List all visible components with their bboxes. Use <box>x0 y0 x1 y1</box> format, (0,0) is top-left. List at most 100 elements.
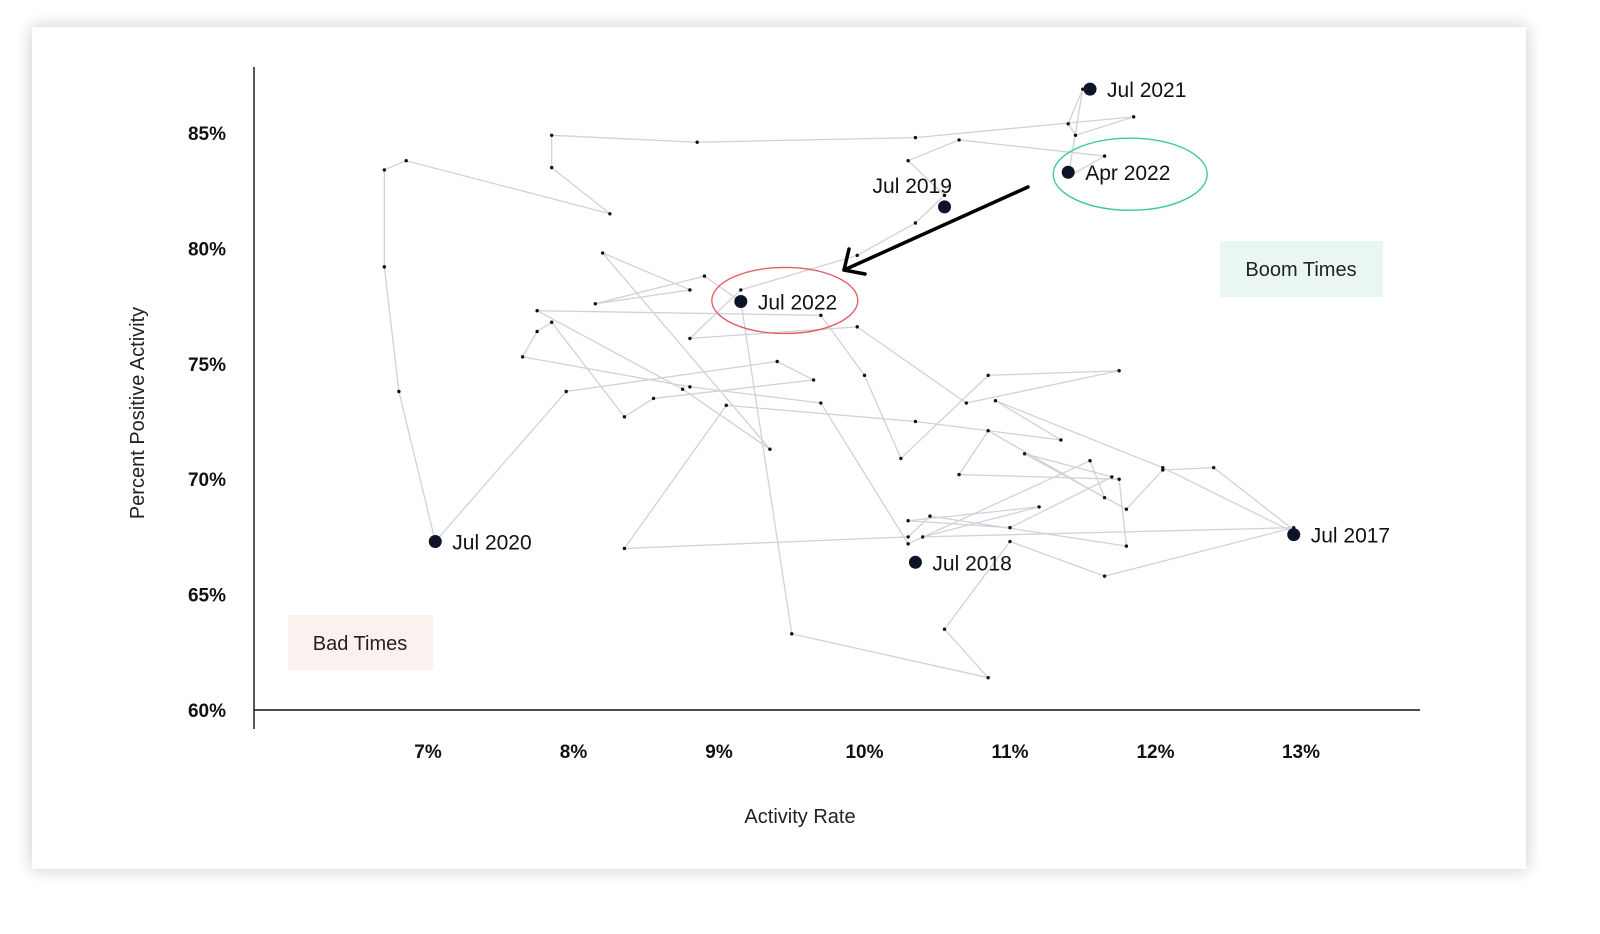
x-tick-label: 13% <box>1282 742 1320 763</box>
trajectory-segment <box>522 356 691 388</box>
trajectory-segment <box>944 541 1011 630</box>
boom-times-label: Boom Times <box>1245 259 1356 281</box>
trajectory-segment <box>958 430 989 475</box>
trend-arrow-shaft <box>842 185 1030 272</box>
trajectory-point <box>622 415 627 419</box>
trajectory-point <box>1008 525 1012 530</box>
trajectory-segment <box>1125 469 1164 510</box>
trajectory-point <box>855 253 859 258</box>
x-tick-label: 12% <box>1136 742 1174 763</box>
trajectory-point <box>790 632 794 636</box>
trajectory-segment <box>623 404 727 549</box>
trajectory-point <box>906 535 910 539</box>
y-tick-label: 70% <box>188 470 226 491</box>
trajectory-point <box>382 265 387 269</box>
trajectory-segment <box>1009 540 1105 577</box>
y-tick-label: 60% <box>188 701 226 722</box>
highlight-point-label: Jul 2020 <box>452 532 531 555</box>
y-tick-label: 80% <box>188 239 226 260</box>
trajectory-segment <box>1067 88 1084 125</box>
trajectory-segment <box>987 430 1105 499</box>
highlight-point <box>1287 528 1301 542</box>
highlight-point-label: Jul 2021 <box>1107 79 1186 102</box>
trajectory-segment <box>689 386 821 404</box>
highlight-layer: Jul 2021 Apr 2022 Jul 2019 Jul 2022 Jul 2020… <box>428 79 1390 575</box>
trajectory-segment <box>653 379 814 400</box>
scatter-chart: Boom Times Bad Times 7% 8% 9% 10% 11% 12% 13% 60… <box>127 67 1420 828</box>
trajectory-point <box>957 472 961 477</box>
trajectory-point <box>811 378 816 382</box>
trajectory-point <box>520 355 525 359</box>
trajectory-segment <box>1067 123 1077 136</box>
trajectory-segment <box>398 391 436 542</box>
trajectory-segment <box>907 460 1091 545</box>
region-layer: Boom Times Bad Times <box>288 241 1383 670</box>
trajectory-segment <box>856 222 916 256</box>
trajectory-segment <box>522 331 538 358</box>
trajectory-point <box>986 675 990 680</box>
trajectory-point <box>549 165 554 170</box>
trajectory-segment <box>820 402 909 545</box>
highlight-point-label: Jul 2022 <box>758 291 837 314</box>
trajectory-point <box>986 373 990 378</box>
trajectory-point <box>1131 115 1136 119</box>
trajectory-point <box>913 135 918 140</box>
trajectory-segment <box>1104 527 1294 577</box>
trajectory-segment <box>602 252 771 450</box>
x-axis-title: Activity Rate <box>744 806 855 828</box>
y-tick-label: 65% <box>188 586 226 607</box>
trajectory-segment <box>595 275 705 305</box>
trajectory-point <box>1102 154 1107 158</box>
trajectory-point <box>688 288 692 292</box>
trajectory-segment <box>1162 467 1295 533</box>
axis-layer <box>253 67 1420 729</box>
trajectory-segment <box>915 116 1134 139</box>
chart-card: Boom Times Bad Times 7% 8% 9% 10% 11% 12% 13% 60… <box>32 27 1526 869</box>
trajectory-point <box>600 251 605 255</box>
highlight-point <box>938 200 952 214</box>
trajectory-point <box>819 313 823 318</box>
trajectory-point <box>1212 465 1216 470</box>
trajectory-point <box>1008 539 1012 544</box>
trajectory-point <box>549 133 554 138</box>
highlight-point-label: Jul 2017 <box>1311 525 1390 548</box>
trajectory-segment <box>959 139 1105 157</box>
trajectory-segment <box>624 536 909 550</box>
highlight-point-label: Apr 2022 <box>1085 162 1170 185</box>
trajectory-segment <box>995 400 1062 441</box>
trajectory-point <box>768 447 772 451</box>
trajectory-point <box>899 456 903 461</box>
trajectory-segment <box>740 254 858 291</box>
trajectory-point <box>564 389 568 394</box>
trajectory-point <box>397 389 401 394</box>
trajectory-point <box>957 138 961 142</box>
trajectory-segment <box>959 473 1120 480</box>
trajectory-point <box>695 140 699 144</box>
trajectory-segment <box>551 167 611 215</box>
x-tick-label: 9% <box>705 742 733 763</box>
highlight-point-label: Jul 2019 <box>873 175 952 198</box>
trajectory-point <box>1117 369 1121 373</box>
trajectory-segment <box>863 375 902 459</box>
trajectory-segment <box>1067 89 1084 177</box>
trajectory-point <box>688 385 692 389</box>
trajectory-segment <box>384 160 407 171</box>
trajectory-segment <box>383 266 400 392</box>
trajectory-segment <box>1213 467 1295 531</box>
highlight-circle-green <box>1052 137 1208 211</box>
trajectory-point <box>1117 477 1121 481</box>
trajectory-point <box>1073 133 1078 138</box>
trajectory-point <box>921 535 925 539</box>
trajectory-segment <box>434 391 567 542</box>
trajectory-point <box>1022 452 1027 456</box>
trajectory-point <box>1110 475 1114 479</box>
x-tick-label: 7% <box>414 742 442 763</box>
highlight-circle-red <box>711 266 859 335</box>
trajectory-segment <box>907 515 931 538</box>
trajectory-point <box>739 288 743 292</box>
trajectory-point <box>608 212 612 216</box>
trajectory-segment <box>988 370 1120 376</box>
trajectory-segment <box>536 310 683 390</box>
bad-times-label: Bad Times <box>313 633 407 655</box>
trajectory-point <box>1037 505 1041 509</box>
